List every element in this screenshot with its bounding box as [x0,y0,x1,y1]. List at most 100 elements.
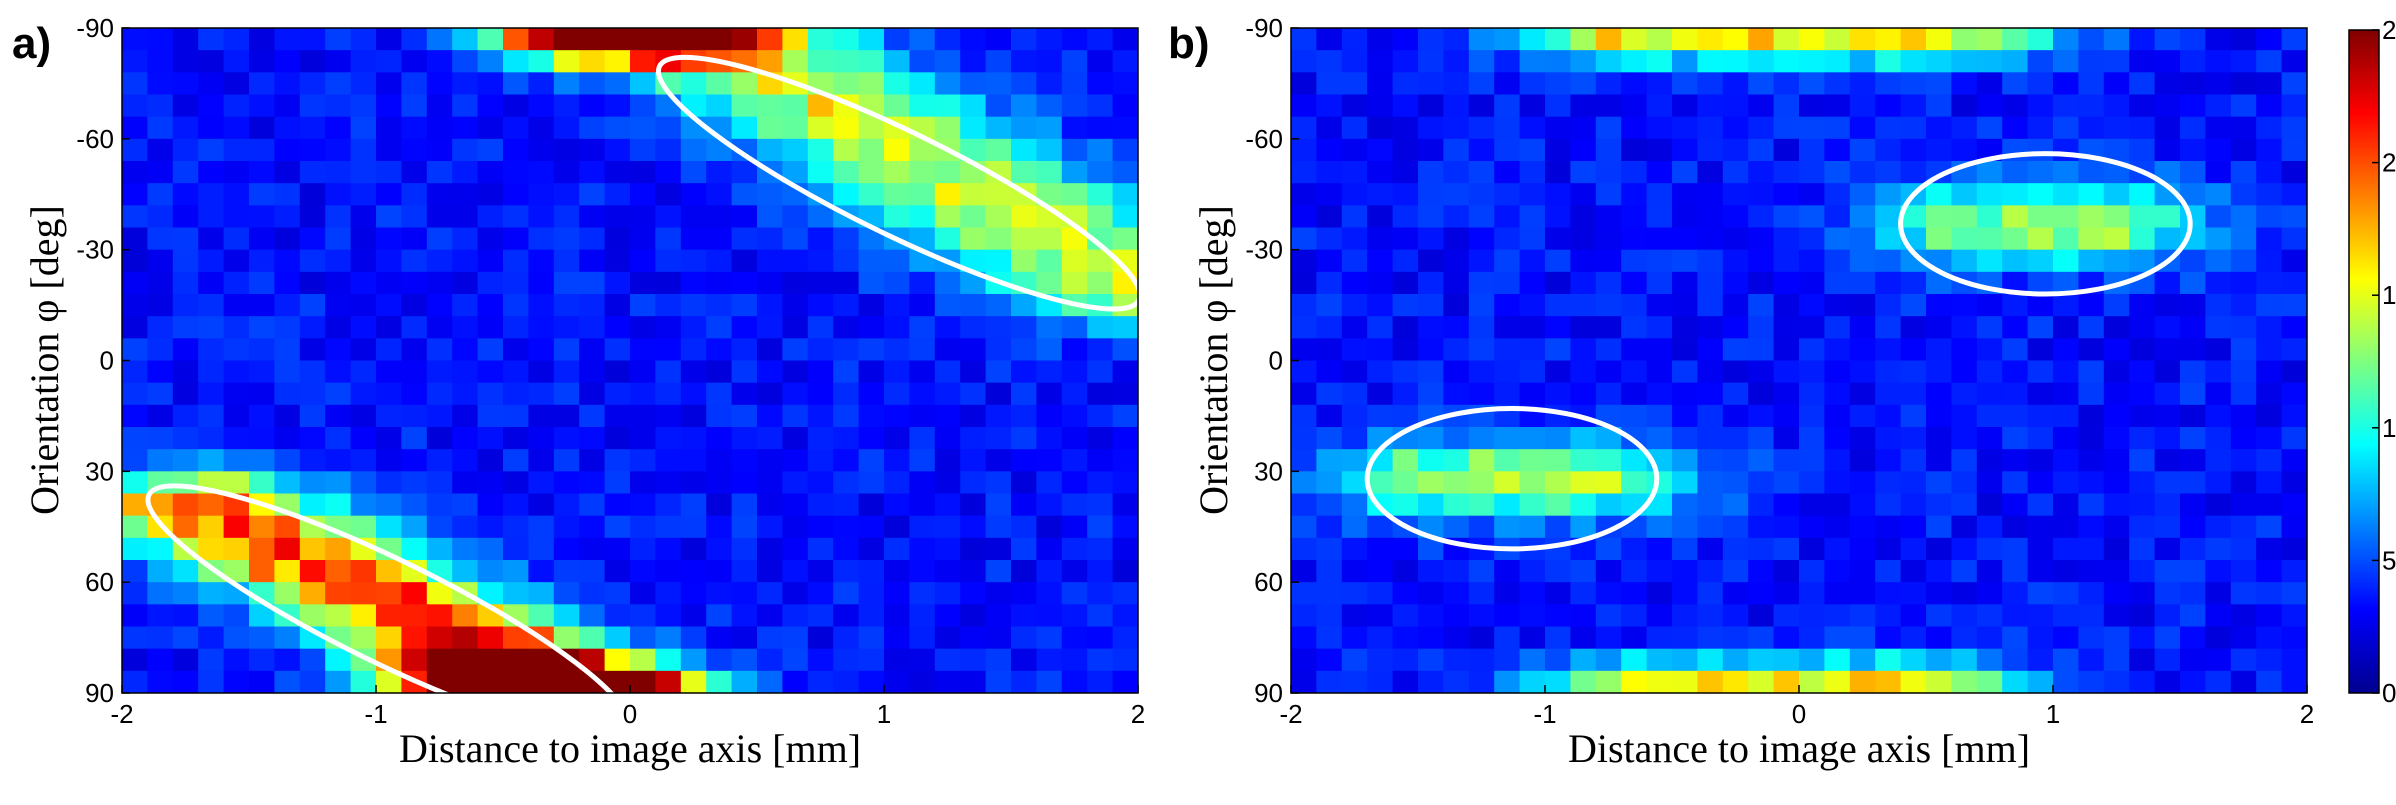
heatmap-cell [1951,338,1978,362]
heatmap-cell [680,493,707,517]
heatmap-cell [1011,449,1037,472]
heatmap-cell [1900,294,1927,317]
heatmap-cell [604,205,631,229]
heatmap-cell [1672,227,1698,251]
heatmap-cell [249,560,275,583]
heatmap-cell [147,670,174,693]
heatmap-cell [223,271,250,295]
heatmap-cell [1341,471,1368,495]
heatmap-cell [2129,116,2156,140]
heatmap-cell [503,249,529,273]
heatmap-cell [2053,205,2079,229]
heatmap-cell [172,161,199,184]
heatmap-cell [2154,471,2181,495]
highlight-ellipse-b-1 [1898,151,2193,297]
heatmap-cell [858,249,885,273]
heatmap-cell [1748,449,1775,472]
heatmap-cell [1494,471,1521,495]
heatmap-cell [1900,72,1927,96]
heatmap-cell [1061,404,1088,428]
heatmap-cell [579,515,606,539]
heatmap-cell [1824,404,1851,428]
heatmap-cell [122,404,148,428]
heatmap-cell [299,72,326,96]
heatmap-cell [1443,515,1470,539]
heatmap-cell [1519,72,1546,96]
heatmap-cell [1926,582,1952,605]
heatmap-cell [884,294,910,317]
heatmap-cell [1112,28,1138,51]
heatmap-cell [172,183,199,206]
heatmap-cell [2205,604,2232,628]
heatmap-cell [1112,316,1138,339]
heatmap-cell [1849,249,1876,273]
heatmap-cell [604,404,631,428]
heatmap-cell [1621,670,1648,693]
heatmap-cell [1112,50,1138,73]
heatmap-cell [325,205,352,229]
heatmap-cell [1799,161,1825,184]
heatmap-cell [1672,338,1698,362]
heatmap-cell [325,449,352,472]
heatmap-cell [2281,360,2307,384]
heatmap-cell [782,316,809,339]
heatmap-cell [1672,515,1698,539]
heatmap-cell [655,427,682,450]
heatmap-cell [2205,626,2232,650]
heatmap-cell [299,205,326,229]
heatmap-cell [1646,427,1673,450]
heatmap-cell [1900,449,1927,472]
heatmap-cell [325,94,352,118]
heatmap-cell [172,271,199,295]
heatmap-cell [2256,626,2283,650]
heatmap-cell [249,294,275,317]
heatmap-cell [1418,560,1444,583]
heatmap-cell [553,493,580,517]
heatmap-cell [249,227,275,251]
heatmap-cell [172,138,199,162]
heatmap-cell [934,360,961,384]
heatmap-cell [2205,360,2232,384]
heatmap-cell [1976,427,2003,450]
heatmap-cell [833,382,860,406]
heatmap-cell [960,560,987,583]
heatmap-cell [833,227,860,251]
heatmap-cell [299,227,326,251]
heatmap-cell [1494,28,1521,51]
heatmap-cell [1418,50,1444,73]
heatmap-cell [1646,205,1673,229]
heatmap-cell [985,94,1012,118]
heatmap-cell [1545,427,1571,450]
heatmap-cell [122,604,148,628]
heatmap-cell [172,648,199,672]
heatmap-cell [680,427,707,450]
heatmap-cell [1367,604,1394,628]
heatmap-cell [1291,28,1317,51]
heatmap-cell [934,515,961,539]
heatmap-cell [2002,50,2029,73]
heatmap-cell [1672,360,1698,384]
heatmap-cell [553,427,580,450]
heatmap-cell [249,183,275,206]
colorbar-tick-label: 50 [2382,545,2396,575]
heatmap-cell [1748,604,1775,628]
heatmap-cell [122,116,148,140]
heatmap-cell [223,50,250,73]
heatmap-cell [1875,28,1902,51]
heatmap-cell [833,28,860,51]
heatmap-cell [2154,582,2181,605]
heatmap-cell [1646,28,1673,51]
heatmap-cell [960,72,987,96]
heatmap-cell [934,338,961,362]
heatmap-cell [2078,183,2105,206]
heatmap-cell [274,537,301,561]
heatmap-cell [604,271,631,295]
heatmap-cell [680,449,707,472]
heatmap-cell [1773,449,1800,472]
heatmap-cell [2281,294,2307,317]
heatmap-cell [706,471,733,495]
heatmap-cell [655,28,682,51]
heatmap-cell [1443,271,1470,295]
heatmap-cell [1672,560,1698,583]
heatmap-cell [2053,648,2079,672]
